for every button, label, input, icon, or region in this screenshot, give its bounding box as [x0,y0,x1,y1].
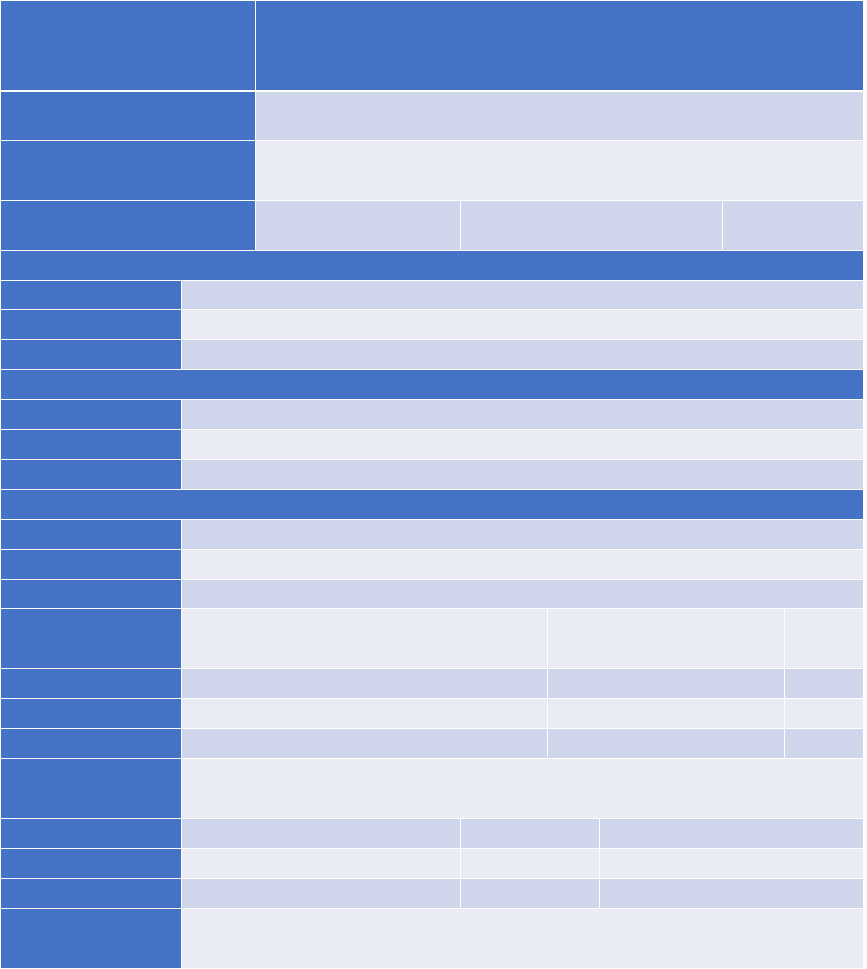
table-cell [256,92,863,140]
table-cell [600,819,863,848]
header-cell [1,430,181,459]
table-cell [182,879,460,908]
header-cell [1,201,255,250]
table-cell [600,849,863,878]
header-cell [1,550,181,579]
table-cell [785,729,863,758]
table-cell [461,819,599,848]
table-cell [548,669,784,698]
table-cell [182,520,863,549]
header-cell [1,251,863,280]
header-cell [1,400,181,429]
table-cell [182,281,863,309]
header-cell [1,520,181,549]
header-cell [1,490,863,519]
table-cell [548,609,784,668]
table-cell [182,759,863,818]
table-cell [182,550,863,579]
table-cell [461,879,599,908]
header-cell [1,729,181,758]
table-cell [182,729,547,758]
table-cell [723,201,863,250]
table-cell [548,729,784,758]
table-cell [182,669,547,698]
header-cell [1,759,181,818]
table-cell [182,430,863,459]
header-cell [1,1,255,90]
header-cell [1,879,181,908]
header-cell [1,281,181,309]
table-cell [182,310,863,339]
table-cell [548,699,784,728]
table-cell [785,609,863,668]
header-cell [1,669,181,698]
header-cell [1,909,181,968]
header-cell [1,310,181,339]
table-cell [785,669,863,698]
table-cell [461,849,599,878]
table-cell [785,699,863,728]
table-cell [182,699,547,728]
header-cell [1,849,181,878]
table-cell [182,609,547,668]
header-cell [1,460,181,489]
table-cell [256,201,460,250]
header-cell [1,699,181,728]
table-cell [182,340,863,369]
table-cell [461,201,722,250]
table-cell [182,580,863,608]
header-cell [1,141,255,200]
header-cell [1,340,181,369]
table-cell [182,849,460,878]
header-cell [1,370,863,399]
header-cell [1,580,181,608]
table-cell [182,909,863,968]
header-cell [1,819,181,848]
header-cell [1,609,181,668]
table-cell [600,879,863,908]
table-cell [256,141,863,200]
table-cell [182,400,863,429]
table-cell [182,819,460,848]
header-cell [256,1,863,90]
header-cell [1,92,255,140]
table-cell [182,460,863,489]
